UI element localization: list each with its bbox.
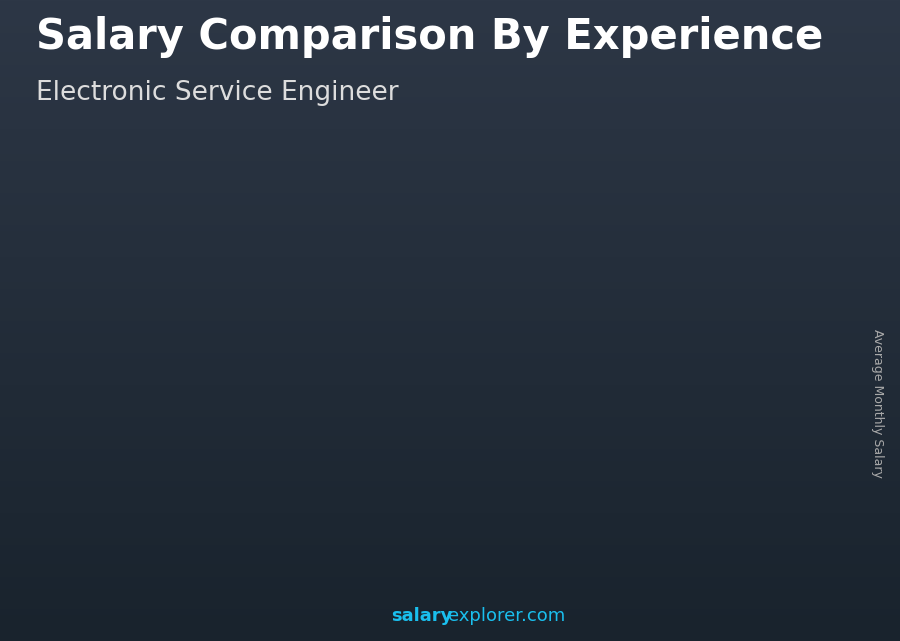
Polygon shape [283,478,295,564]
Polygon shape [596,335,674,342]
Text: 0 NIO: 0 NIO [488,360,530,374]
Polygon shape [788,288,800,564]
Text: +nan%: +nan% [210,404,302,428]
Polygon shape [764,61,788,69]
Text: 0 NIO: 0 NIO [740,264,782,279]
FancyBboxPatch shape [217,481,283,564]
Text: salary: salary [392,607,453,625]
Polygon shape [722,288,800,296]
Text: 0 NIO: 0 NIO [235,455,277,470]
Text: +nan%: +nan% [595,277,688,301]
Text: Salary Comparison By Experience: Salary Comparison By Experience [36,16,824,58]
Bar [724,47,828,71]
Polygon shape [91,517,169,518]
Text: 0 NIO: 0 NIO [361,407,403,422]
Text: explorer.com: explorer.com [448,607,565,625]
FancyBboxPatch shape [596,342,662,564]
FancyBboxPatch shape [91,518,157,564]
Text: +nan%: +nan% [336,353,429,377]
Polygon shape [217,478,295,481]
Text: Average Monthly Salary: Average Monthly Salary [871,329,884,478]
Polygon shape [536,383,548,564]
FancyBboxPatch shape [343,435,409,564]
Polygon shape [409,431,421,564]
Text: +nan%: +nan% [469,312,562,335]
Polygon shape [662,335,674,564]
Circle shape [772,55,780,63]
FancyBboxPatch shape [470,388,536,564]
Polygon shape [470,383,548,388]
FancyBboxPatch shape [722,296,788,564]
Text: +nan%: +nan% [84,455,176,479]
Polygon shape [343,431,421,435]
Text: Electronic Service Engineer: Electronic Service Engineer [36,80,399,106]
Text: 0 NIO: 0 NIO [109,493,151,508]
Text: 0 NIO: 0 NIO [614,312,656,327]
Polygon shape [157,517,169,564]
